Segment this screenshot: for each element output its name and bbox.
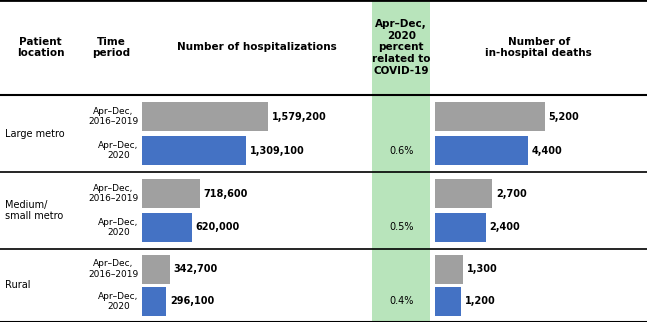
Text: Rural: Rural xyxy=(5,280,30,290)
Text: 2,700: 2,700 xyxy=(496,189,527,199)
Text: Number of hospitalizations: Number of hospitalizations xyxy=(177,43,336,52)
Text: 1,579,200: 1,579,200 xyxy=(272,112,327,122)
Bar xyxy=(142,213,192,242)
Text: Patient
location: Patient location xyxy=(17,37,64,58)
Bar xyxy=(435,102,545,131)
Text: 1,309,100: 1,309,100 xyxy=(250,146,305,156)
Bar xyxy=(435,255,463,284)
Text: Apr–Dec,
2016–2019: Apr–Dec, 2016–2019 xyxy=(88,184,138,203)
Text: 2,400: 2,400 xyxy=(490,222,520,232)
Text: 718,600: 718,600 xyxy=(203,189,248,199)
Text: Number of
in-hospital deaths: Number of in-hospital deaths xyxy=(485,37,592,58)
Text: Large metro: Large metro xyxy=(5,128,65,139)
Bar xyxy=(142,136,247,165)
Text: 342,700: 342,700 xyxy=(173,264,218,274)
Bar xyxy=(142,102,268,131)
Text: 0.6%: 0.6% xyxy=(389,146,413,156)
Text: Apr–Dec,
2020: Apr–Dec, 2020 xyxy=(98,292,138,311)
Text: Apr–Dec,
2020
percent
related to
COVID-19: Apr–Dec, 2020 percent related to COVID-1… xyxy=(372,19,430,76)
Text: 4,400: 4,400 xyxy=(532,146,562,156)
Text: Apr–Dec,
2020: Apr–Dec, 2020 xyxy=(98,218,138,237)
Text: Apr–Dec,
2016–2019: Apr–Dec, 2016–2019 xyxy=(88,260,138,279)
Text: 1,300: 1,300 xyxy=(466,264,498,274)
Bar xyxy=(435,287,461,316)
Bar xyxy=(372,0,430,322)
Text: 620,000: 620,000 xyxy=(195,222,240,232)
Text: Apr–Dec,
2020: Apr–Dec, 2020 xyxy=(98,141,138,160)
Bar xyxy=(435,213,486,242)
Text: 1,200: 1,200 xyxy=(465,297,495,307)
Bar xyxy=(435,179,492,208)
Bar xyxy=(435,136,528,165)
Bar xyxy=(142,287,166,316)
Bar xyxy=(142,255,170,284)
Text: 5,200: 5,200 xyxy=(549,112,579,122)
Bar xyxy=(142,179,199,208)
Text: 0.5%: 0.5% xyxy=(389,222,413,232)
Text: 0.4%: 0.4% xyxy=(389,297,413,307)
Text: Medium/
small metro: Medium/ small metro xyxy=(5,200,63,221)
Text: Time
period: Time period xyxy=(92,37,130,58)
Text: Apr–Dec,
2016–2019: Apr–Dec, 2016–2019 xyxy=(88,107,138,126)
Text: 296,100: 296,100 xyxy=(170,297,214,307)
